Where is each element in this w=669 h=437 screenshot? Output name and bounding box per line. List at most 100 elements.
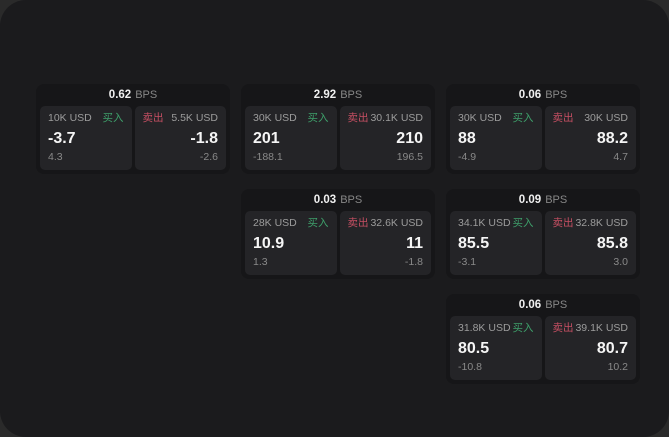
- sell-price: 210: [396, 129, 423, 147]
- bps-unit-label: BPS: [545, 299, 568, 311]
- sell-panel[interactable]: 卖出 30K USD 88.2 4.7: [544, 106, 636, 170]
- sell-panel-top: 卖出 32.6K USD: [347, 217, 424, 230]
- buy-sell-panels: 30K USD 买入 88 -4.9 卖出 30K USD 88.2 4.7: [446, 106, 640, 174]
- bps-unit-label: BPS: [340, 89, 363, 101]
- buy-panel-top: 28K USD 买入: [253, 217, 329, 230]
- sell-size-label: 30.1K USD: [370, 112, 423, 124]
- bps-value: 0.03: [313, 194, 337, 206]
- sell-price: -1.8: [190, 129, 218, 147]
- sell-delta: -1.8: [404, 256, 423, 269]
- buy-tag: 买入: [307, 217, 329, 229]
- buy-sell-panels: 28K USD 买入 10.9 1.3 卖出 32.6K USD 11 -1.8: [241, 211, 435, 279]
- bps-unit-label: BPS: [135, 89, 158, 101]
- buy-price: 88: [458, 129, 476, 147]
- sell-price: 85.8: [596, 234, 628, 252]
- card-header: 2.92 BPS: [241, 84, 435, 106]
- buy-price: 85.5: [458, 234, 490, 252]
- sell-panel[interactable]: 卖出 5.5K USD -1.8 -2.6: [134, 106, 226, 170]
- buy-size-label: 31.8K USD: [458, 322, 511, 334]
- sell-panel-top: 卖出 30K USD: [552, 112, 629, 125]
- sell-delta: 4.7: [613, 151, 628, 164]
- buy-delta: -10.8: [458, 361, 482, 374]
- buy-panel-top: 10K USD 买入: [48, 112, 124, 125]
- sell-tag: 卖出: [552, 217, 574, 229]
- buy-delta: -3.1: [458, 256, 477, 269]
- buy-delta: 4.3: [48, 151, 63, 164]
- buy-size-label: 34.1K USD: [458, 217, 511, 229]
- sell-delta: 10.2: [607, 361, 628, 374]
- sell-size-label: 32.6K USD: [370, 217, 423, 229]
- buy-size-label: 10K USD: [48, 112, 92, 124]
- sell-tag: 卖出: [347, 217, 369, 229]
- bps-value: 0.06: [518, 89, 542, 101]
- buy-tag: 买入: [512, 322, 534, 334]
- buy-panel[interactable]: 31.8K USD 买入 80.5 -10.8: [450, 316, 542, 380]
- bps-value: 0.09: [518, 194, 542, 206]
- sell-delta: 3.0: [613, 256, 628, 269]
- buy-tag: 买入: [512, 217, 534, 229]
- buy-tag: 买入: [307, 112, 329, 124]
- sell-panel[interactable]: 卖出 30.1K USD 210 196.5: [339, 106, 431, 170]
- bps-value: 0.06: [518, 299, 542, 311]
- buy-price: 80.5: [458, 339, 490, 357]
- buy-size-label: 30K USD: [253, 112, 297, 124]
- sell-size-label: 30K USD: [584, 112, 628, 124]
- buy-panel-top: 30K USD 买入: [458, 112, 534, 125]
- bps-unit-label: BPS: [340, 194, 363, 206]
- quote-card: 0.62 BPS 10K USD 买入 -3.7 4.3 卖出 5.5K USD…: [36, 84, 230, 174]
- sell-price: 88.2: [596, 129, 628, 147]
- buy-sell-panels: 31.8K USD 买入 80.5 -10.8 卖出 39.1K USD 80.…: [446, 316, 640, 384]
- buy-sell-panels: 34.1K USD 买入 85.5 -3.1 卖出 32.8K USD 85.8…: [446, 211, 640, 279]
- bps-unit-label: BPS: [545, 194, 568, 206]
- buy-price: -3.7: [48, 129, 76, 147]
- sell-size-label: 5.5K USD: [171, 112, 218, 124]
- buy-sell-panels: 30K USD 买入 201 -188.1 卖出 30.1K USD 210 1…: [241, 106, 435, 174]
- sell-tag: 卖出: [552, 322, 574, 334]
- buy-panel-top: 30K USD 买入: [253, 112, 329, 125]
- sell-delta: 196.5: [396, 151, 423, 164]
- buy-price: 201: [253, 129, 280, 147]
- sell-price: 80.7: [596, 339, 628, 357]
- buy-delta: -188.1: [253, 151, 283, 164]
- card-header: 0.06 BPS: [446, 294, 640, 316]
- card-header: 0.03 BPS: [241, 189, 435, 211]
- buy-tag: 买入: [512, 112, 534, 124]
- buy-size-label: 30K USD: [458, 112, 502, 124]
- buy-panel[interactable]: 30K USD 买入 201 -188.1: [245, 106, 337, 170]
- sell-delta: -2.6: [199, 151, 218, 164]
- sell-price: 11: [406, 234, 423, 252]
- card-header: 0.62 BPS: [36, 84, 230, 106]
- sell-panel[interactable]: 卖出 32.6K USD 11 -1.8: [339, 211, 431, 275]
- bps-value: 0.62: [108, 89, 132, 101]
- bps-unit-label: BPS: [545, 89, 568, 101]
- buy-price: 10.9: [253, 234, 285, 252]
- buy-panel[interactable]: 30K USD 买入 88 -4.9: [450, 106, 542, 170]
- sell-panel-top: 卖出 30.1K USD: [347, 112, 424, 125]
- buy-panel-top: 31.8K USD 买入: [458, 322, 534, 335]
- buy-tag: 买入: [102, 112, 124, 124]
- card-header: 0.09 BPS: [446, 189, 640, 211]
- buy-delta: 1.3: [253, 256, 268, 269]
- sell-tag: 卖出: [552, 112, 574, 124]
- sell-panel[interactable]: 卖出 32.8K USD 85.8 3.0: [544, 211, 636, 275]
- buy-panel[interactable]: 10K USD 买入 -3.7 4.3: [40, 106, 132, 170]
- sell-panel[interactable]: 卖出 39.1K USD 80.7 10.2: [544, 316, 636, 380]
- sell-panel-top: 卖出 5.5K USD: [142, 112, 219, 125]
- quote-card: 0.03 BPS 28K USD 买入 10.9 1.3 卖出 32.6K US…: [241, 189, 435, 279]
- sell-panel-top: 卖出 39.1K USD: [552, 322, 629, 335]
- sell-panel-top: 卖出 32.8K USD: [552, 217, 629, 230]
- quote-card: 0.06 BPS 30K USD 买入 88 -4.9 卖出 30K USD 8…: [446, 84, 640, 174]
- quote-card: 0.06 BPS 31.8K USD 买入 80.5 -10.8 卖出 39.1…: [446, 294, 640, 384]
- sell-size-label: 39.1K USD: [575, 322, 628, 334]
- buy-panel[interactable]: 34.1K USD 买入 85.5 -3.1: [450, 211, 542, 275]
- sell-tag: 卖出: [347, 112, 369, 124]
- buy-panel[interactable]: 28K USD 买入 10.9 1.3: [245, 211, 337, 275]
- sell-size-label: 32.8K USD: [575, 217, 628, 229]
- buy-panel-top: 34.1K USD 买入: [458, 217, 534, 230]
- sell-tag: 卖出: [142, 112, 164, 124]
- quote-card: 2.92 BPS 30K USD 买入 201 -188.1 卖出 30.1K …: [241, 84, 435, 174]
- buy-delta: -4.9: [458, 151, 477, 164]
- quote-card: 0.09 BPS 34.1K USD 买入 85.5 -3.1 卖出 32.8K…: [446, 189, 640, 279]
- bps-value: 2.92: [313, 89, 337, 101]
